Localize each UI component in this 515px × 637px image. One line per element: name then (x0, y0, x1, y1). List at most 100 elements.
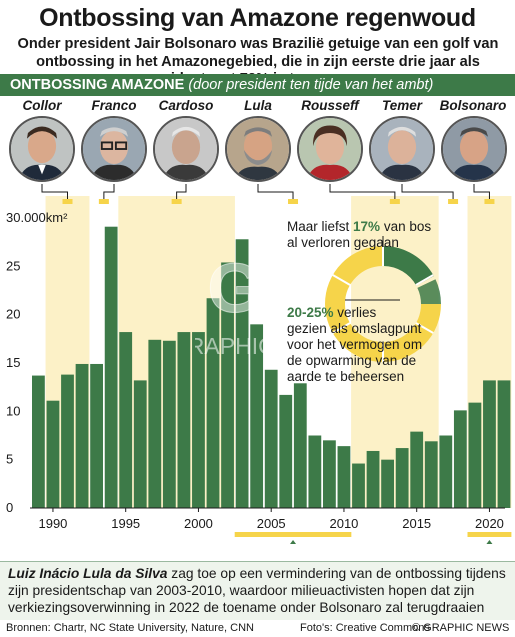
inset-fact1-line2: al verloren gegaan (287, 235, 399, 250)
section-note: (door president ten tijde van het ambt) (188, 77, 434, 93)
inset-fact2-line: gezien als omslagpunt (287, 321, 422, 336)
inset-fact2-line: voor het vermogen om (287, 337, 423, 352)
y-tick-label: 25 (6, 258, 20, 273)
inset-fact2-value: 20-25% (287, 305, 334, 320)
bar (206, 298, 220, 508)
bar (323, 440, 336, 508)
bar (192, 332, 205, 508)
bar (293, 383, 307, 508)
connector-tab (448, 199, 459, 204)
president-name-collor: Collor (22, 98, 62, 113)
inset-fact-forest-lost: Maar liefst 17% van bos al verloren gega… (287, 219, 431, 251)
y-tick-label: 20 (6, 307, 20, 322)
page-title: Ontbossing van Amazone regenwoud (39, 4, 476, 32)
bar (235, 239, 249, 508)
president-name-lula: Lula (244, 98, 272, 113)
footer-text: Luiz Inácio Lula da Silva zag toe op een… (8, 565, 508, 616)
inset-fact1-line1-suffix: van bos (380, 219, 432, 234)
bar (162, 340, 176, 508)
bar (221, 262, 234, 508)
bar (424, 441, 438, 508)
y-axis-labels: 0 5 10 15 20 25 30.000km² (6, 210, 68, 515)
bar (381, 459, 394, 508)
portrait-temer (369, 116, 435, 182)
bar (61, 374, 74, 508)
donut-divider (332, 274, 351, 286)
bar (148, 339, 162, 508)
portrait-connector (473, 184, 490, 202)
donut-lost-segment (382, 246, 434, 287)
bar (308, 435, 322, 508)
bar (439, 435, 453, 508)
credits-sources: Bronnen: Chartr, NC State University, Na… (6, 622, 254, 634)
footer-box (0, 561, 515, 620)
bar (177, 332, 191, 508)
bracket-arrow (290, 540, 297, 544)
x-tick-label: 2020 (475, 516, 504, 531)
president-name-franco: Franco (91, 98, 137, 113)
bar (250, 324, 264, 508)
inset-fact-tipping-point: 20-25% verlies gezien als omslagpunt voo… (287, 305, 422, 385)
x-tick-label: 2015 (402, 516, 431, 531)
portrait-cardoso (153, 116, 219, 182)
year-brackets (234, 532, 512, 544)
bar (497, 380, 511, 508)
portrait-rousseff (297, 116, 363, 182)
bar (75, 363, 89, 508)
inset-fact2-line: aarde te beheersen (287, 369, 405, 384)
deforestation-chart: 0 5 10 15 20 25 30.000km² 1990 1995 2000 2005 2010… (0, 182, 515, 544)
bar (453, 410, 467, 508)
x-axis-labels: 1990 1995 2000 2005 2010 2015 2020 (38, 508, 504, 531)
bar (90, 363, 103, 508)
portrait-connector (41, 184, 68, 202)
donut-remaining-forest (325, 246, 441, 362)
section-label: ONTBOSSING AMAZONE (10, 77, 185, 93)
chart-svg: 0 5 10 15 20 25 30.000km² 1990 1995 2000 2005 2010… (6, 184, 512, 544)
president-name-rousseff: Rousseff (301, 98, 359, 113)
bar (352, 463, 365, 508)
footer-body: zag toe op een vermindering van de ontbo… (8, 566, 506, 615)
credits-photo: Foto's: Creative Commons (300, 622, 430, 634)
connector-tab (171, 199, 182, 204)
portrait-collor (9, 116, 75, 182)
credits-copyright: © GRAPHIC NEWS (412, 622, 510, 634)
bar (32, 375, 45, 508)
x-tick-label: 2000 (184, 516, 213, 531)
portrait-connector (329, 184, 396, 202)
inset-fact1-value: 17% (353, 219, 381, 234)
portrait-connector (257, 184, 294, 202)
president-name-cardoso: Cardoso (158, 98, 214, 113)
y-tick-label: 5 (6, 452, 13, 467)
y-tick-label: 15 (6, 355, 20, 370)
portrait-connector (103, 184, 115, 202)
year-bracket (467, 532, 512, 537)
portrait-lula (225, 116, 291, 182)
x-tick-label: 2005 (257, 516, 286, 531)
section-bar: ONTBOSSING AMAZONE (door president ten t… (0, 74, 515, 96)
bar (119, 332, 133, 508)
bar (279, 394, 293, 508)
connector-tab (98, 199, 109, 204)
x-tick-label: 1990 (38, 516, 67, 531)
bar (133, 380, 147, 508)
footer-highlight: Luiz Inácio Lula da Silva (8, 566, 168, 581)
inset-fact1-prefix: Maar liefst (287, 219, 354, 234)
donut-tipping-segment (417, 279, 441, 305)
bar (468, 402, 482, 508)
bar (366, 450, 380, 508)
connector-tab (389, 199, 400, 204)
portrait-connectors (41, 184, 495, 204)
connector-tab (288, 199, 299, 204)
connector-tab (62, 199, 73, 204)
bar (410, 431, 424, 508)
bar (395, 448, 409, 508)
bar (337, 446, 351, 508)
portrait-bolsonaro (441, 116, 507, 182)
donut-divider (415, 322, 434, 334)
x-tick-label: 2010 (329, 516, 358, 531)
portrait-franco (81, 116, 147, 182)
donut-divider (415, 274, 434, 286)
portrait-connector (401, 184, 454, 202)
bars (32, 226, 511, 508)
bar (483, 380, 496, 508)
